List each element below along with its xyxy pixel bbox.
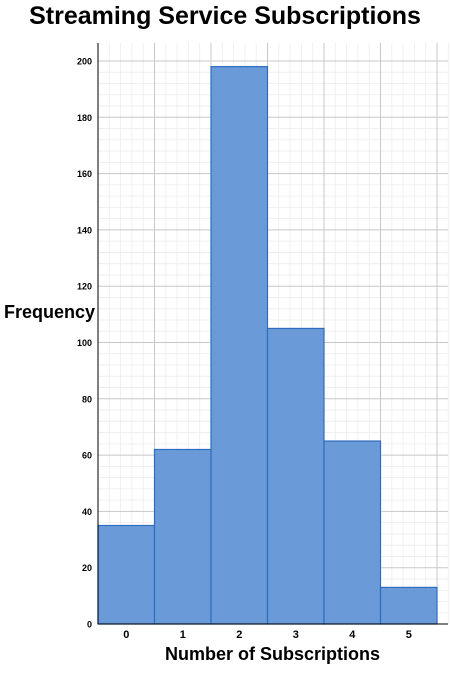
chart-title: Streaming Service Subscriptions (29, 2, 421, 30)
y-tick-label: 120 (77, 282, 92, 292)
y-tick-labels: 0 20 40 60 80 100 120 140 160 180 200 (77, 57, 92, 630)
x-tick-label: 0 (123, 629, 129, 641)
y-tick-label: 60 (82, 451, 92, 461)
bar-5 (379, 586, 438, 625)
x-tick-label: 1 (180, 629, 186, 641)
bar-3 (266, 327, 325, 625)
y-tick-label: 100 (77, 338, 92, 348)
bar-2 (210, 66, 269, 625)
bar-4 (323, 440, 382, 625)
y-tick-label: 80 (82, 394, 92, 404)
x-tick-label: 5 (406, 629, 412, 641)
x-tick-label: 3 (293, 629, 299, 641)
x-tick-label: 4 (349, 629, 356, 641)
bars (97, 66, 438, 625)
y-tick-label: 20 (82, 563, 92, 573)
axes (97, 43, 448, 625)
y-tick-label: 140 (77, 225, 92, 235)
y-tick-label: 160 (77, 169, 92, 179)
y-tick-label: 40 (82, 507, 92, 517)
bar-0 (97, 524, 156, 625)
bar-1 (153, 448, 212, 625)
y-tick-label: 0 (87, 620, 92, 630)
y-axis-label: Frequency (4, 302, 96, 322)
x-tick-label: 2 (236, 629, 242, 641)
y-tick-label: 180 (77, 113, 92, 123)
x-axis-label: Number of Subscriptions (164, 644, 380, 664)
y-tick-label: 200 (77, 57, 92, 67)
x-tick-labels: 0 1 2 3 4 5 (123, 629, 412, 641)
